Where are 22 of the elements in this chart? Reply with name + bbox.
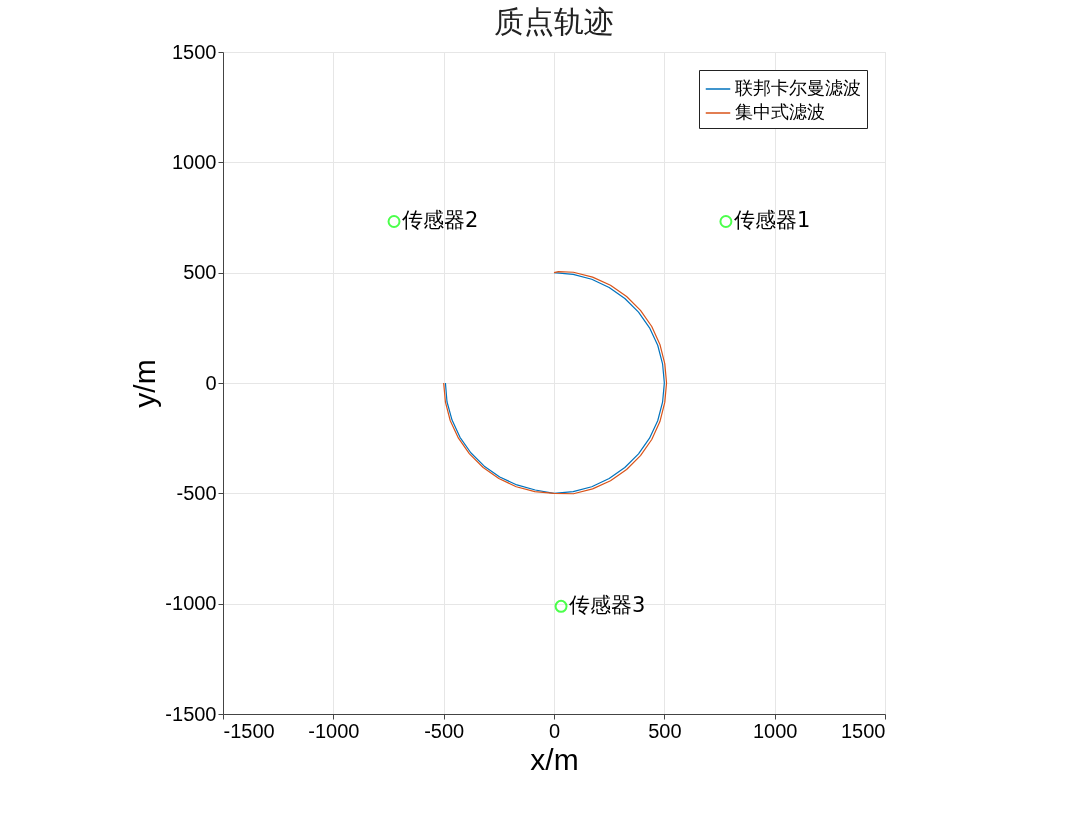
y-tick-label: -1500 (165, 702, 217, 725)
y-tick-label: -1000 (165, 592, 217, 615)
legend-label: 集中式滤波 (735, 101, 825, 122)
y-tick-label: 1000 (172, 150, 217, 173)
annotation: 传感器1 (733, 208, 811, 233)
legend-label: 联邦卡尔曼滤波 (735, 77, 861, 98)
x-tick-label: 500 (648, 719, 682, 742)
x-tick-label: 1500 (841, 719, 886, 742)
y-tick-label: 500 (183, 261, 217, 284)
annotation: 传感器2 (402, 208, 479, 233)
x-axis-title: x/m (530, 742, 579, 776)
x-tick-label: -500 (424, 719, 465, 742)
y-tick-label: -500 (176, 481, 217, 504)
y-tick-label: 1500 (172, 40, 217, 63)
x-tick-label: -1500 (223, 719, 275, 742)
x-tick-label: 1000 (752, 719, 798, 742)
y-tick-label: 0 (205, 371, 217, 394)
x-tick-label: -1000 (308, 719, 360, 742)
annotation: 传感器3 (569, 593, 646, 618)
x-tick-label: 0 (548, 719, 561, 742)
y-axis-title: y/m (128, 359, 162, 408)
chart-title: 质点轨迹 (494, 4, 614, 39)
